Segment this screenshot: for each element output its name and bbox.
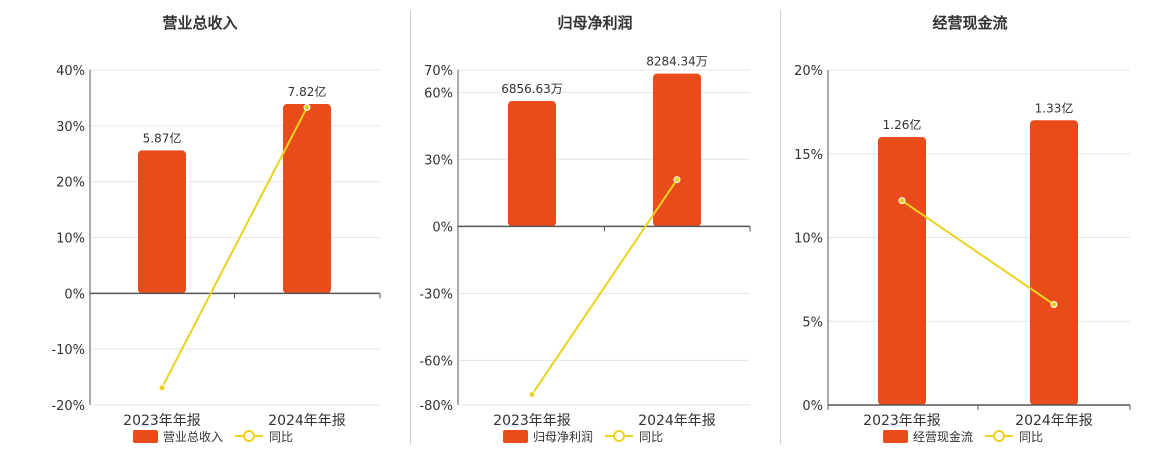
- x-tick-label: 2024年年报: [268, 413, 346, 429]
- chart-title: 归母净利润: [557, 14, 633, 32]
- legend-bar-label: 经营现金流: [913, 429, 973, 444]
- y-tick-label: -10%: [51, 343, 85, 358]
- x-tick-label: 2023年年报: [863, 413, 941, 429]
- bar: [508, 101, 556, 227]
- revenue-panel: 营业总收入 40% 30% 20% 10% 0% -10% -20% 5.87亿 7.82亿 20…: [0, 0, 400, 450]
- y-tick-label: 0%: [432, 220, 453, 235]
- y-tick-label: -20%: [51, 399, 85, 414]
- yoy-point: [528, 391, 536, 399]
- bar-value-label: 6856.63万: [501, 82, 563, 96]
- bar: [138, 150, 186, 294]
- yoy-point: [303, 103, 311, 111]
- yoy-line: [161, 106, 308, 389]
- y-tick-label: 20%: [56, 176, 85, 191]
- legend-line-label: 同比: [639, 430, 663, 444]
- y-tick-label: 20%: [794, 64, 823, 79]
- legend-bar-swatch: [503, 430, 528, 443]
- bar-value-label: 5.87亿: [143, 130, 182, 145]
- y-tick-label: 30%: [424, 153, 453, 168]
- y-tick-label: 30%: [56, 120, 85, 135]
- yoy-point: [898, 197, 906, 205]
- legend-line-marker: [993, 430, 1005, 442]
- cash-flow-chart-svg: 20% 15% 10% 5% 0% 1.26亿 1.33亿 2023年年报 2024年年报经营现…: [794, 64, 1131, 444]
- net-profit-chart-svg: 70% 60% 30% 0% -30% -60% -80% 6856.63万 8284.34万 2…: [419, 55, 751, 444]
- panel-divider: [780, 10, 781, 444]
- yoy-point: [158, 384, 166, 392]
- bar-value-label: 7.82亿: [288, 84, 327, 99]
- legend-bar-swatch: [883, 430, 908, 443]
- y-tick-label: 15%: [794, 148, 823, 163]
- y-tick-label: 70%: [424, 64, 453, 79]
- net-profit-panel: 归母净利润 70% 60% 30% 0% -30% -60% -80% 6856.63万 828…: [410, 0, 780, 450]
- y-tick-label: 0%: [802, 399, 823, 414]
- legend-line-marker: [613, 430, 625, 442]
- bar-value-label: 1.26亿: [883, 117, 922, 132]
- y-tick-label: 10%: [56, 232, 85, 247]
- yoy-point: [1050, 301, 1058, 308]
- revenue-chart-svg: 40% 30% 20% 10% 0% -10% -20% 5.87亿 7.82亿 2023年年报 2…: [51, 64, 381, 444]
- y-tick-label: 5%: [802, 315, 823, 330]
- x-tick-label: 2024年年报: [638, 413, 716, 429]
- bar: [653, 73, 701, 227]
- y-tick-label: 60%: [424, 86, 453, 101]
- x-tick-label: 2023年年报: [123, 413, 201, 429]
- y-tick-label: 10%: [794, 232, 823, 247]
- yoy-line: [531, 179, 678, 396]
- y-tick-label: 0%: [64, 287, 85, 302]
- panel-divider: [410, 10, 411, 444]
- legend-bar-swatch: [133, 430, 158, 443]
- y-tick-label: -30%: [419, 287, 453, 302]
- bar: [283, 104, 331, 294]
- yoy-point: [673, 176, 681, 184]
- x-tick-label: 2023年年报: [493, 413, 571, 429]
- bar-value-label: 8284.34万: [646, 55, 708, 69]
- y-tick-label: -80%: [419, 399, 453, 414]
- legend-bar-label: 营业总收入: [163, 430, 223, 444]
- y-tick-label: -60%: [419, 354, 453, 369]
- legend-line-label: 同比: [269, 430, 293, 444]
- y-tick-label: 40%: [56, 64, 85, 79]
- legend-bar-label: 归母净利润: [533, 430, 593, 444]
- cash-flow-panel: 经营现金流 20% 15% 10% 5% 0% 1.26亿 1.33亿 2023年年报 2024…: [780, 0, 1160, 450]
- bar: [878, 137, 926, 405]
- x-tick-label: 2024年年报: [1015, 413, 1093, 429]
- bar: [1030, 120, 1078, 405]
- legend-line-label: 同比: [1019, 430, 1043, 444]
- chart-title: 营业总收入: [162, 14, 238, 32]
- yoy-line: [901, 199, 1055, 306]
- legend-line-marker: [243, 430, 255, 442]
- bar-value-label: 1.33亿: [1035, 100, 1074, 115]
- chart-title: 经营现金流: [932, 14, 1008, 32]
